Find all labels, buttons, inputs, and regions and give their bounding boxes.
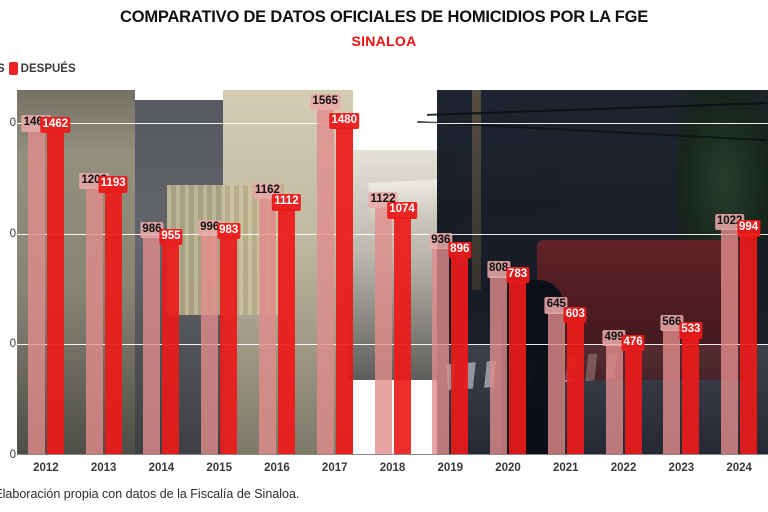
bar-value-label: 1480 — [329, 112, 360, 130]
x-axis-tick-label: 2014 — [148, 462, 175, 474]
bar-antes-2015[interactable] — [201, 234, 219, 455]
bar-value-label: 566 — [660, 314, 684, 332]
x-axis-line — [17, 454, 768, 455]
bar-value-label: 955 — [159, 228, 183, 246]
photo-utility-pole — [472, 90, 481, 290]
x-axis-tick-label: 2016 — [264, 462, 290, 474]
bar-despues-2022[interactable] — [624, 349, 642, 455]
bar-antes-2021[interactable] — [547, 312, 565, 455]
x-axis-tick-label: 2024 — [726, 462, 752, 474]
source-note: nte: Elaboración propia con datos de la … — [0, 487, 300, 501]
chart-legend: NTES DESPUÉS — [0, 62, 76, 75]
bar-value-label: 476 — [621, 334, 645, 352]
bar-value-label: 1462 — [40, 116, 71, 134]
bar-value-label: 499 — [602, 329, 626, 347]
bar-value-label: 1074 — [387, 202, 417, 219]
gridline — [17, 123, 768, 125]
bar-value-label: 645 — [544, 297, 568, 314]
gridline — [17, 344, 768, 346]
bar-value-label: 936 — [429, 232, 453, 250]
bar-value-label: 896 — [448, 241, 472, 259]
y-axis-tick-label: 0 — [9, 338, 16, 351]
bar-despues-2016[interactable] — [277, 209, 295, 455]
bar-despues-2020[interactable] — [509, 281, 527, 455]
bar-value-label: 1565 — [310, 93, 341, 111]
x-axis-tick-label: 2019 — [437, 462, 464, 474]
x-axis-tick-label: 2021 — [553, 462, 579, 474]
plot-area: 1468 1462 1208 1193 986 955 996 983 1162 1112 1565… — [17, 90, 768, 455]
x-axis-tick-label: 2023 — [668, 462, 695, 474]
bar-value-label: 996 — [198, 219, 222, 237]
legend-item-antes[interactable]: NTES — [0, 62, 5, 75]
legend-label-antes: NTES — [0, 62, 5, 75]
bar-value-label: 994 — [737, 220, 761, 237]
bar-antes-2012[interactable] — [27, 130, 45, 455]
x-axis-tick-label: 2020 — [495, 462, 521, 474]
bar-value-label: 983 — [217, 222, 241, 240]
bar-antes-2022[interactable] — [605, 344, 623, 455]
page-title: COMPARATIVO DE DATOS OFICIALES DE HOMICI… — [119, 8, 649, 26]
legend-label-despues: DESPUÉS — [20, 62, 76, 75]
x-axis-tick-label: 2013 — [90, 462, 117, 474]
x-axis-tick-label: 2015 — [206, 462, 232, 474]
bar-antes-2023[interactable] — [663, 329, 681, 455]
bar-value-label: 808 — [486, 261, 511, 278]
bar-value-label: 986 — [140, 221, 164, 239]
page-subtitle: SINALOA — [351, 33, 417, 49]
bar-despues-2015[interactable] — [220, 237, 238, 455]
legend-swatch-despues-icon — [8, 62, 18, 75]
bar-antes-2017[interactable] — [316, 108, 334, 455]
bar-despues-2021[interactable] — [566, 321, 584, 455]
gridline — [17, 233, 768, 235]
legend-item-despues[interactable]: DESPUÉS — [8, 62, 76, 75]
bar-value-label: 1193 — [98, 176, 128, 193]
bar-value-label: 533 — [679, 322, 703, 339]
bar-despues-2014[interactable] — [162, 243, 180, 455]
x-axis-tick-label: 2012 — [33, 462, 59, 474]
y-axis-tick-label: 0 — [9, 449, 16, 461]
y-axis-tick-label: 0 — [9, 117, 16, 130]
bar-despues-2012[interactable] — [46, 131, 64, 455]
bar-value-label: 1112 — [272, 194, 301, 211]
bar-antes-2024[interactable] — [721, 228, 739, 455]
bar-despues-2023[interactable] — [682, 337, 700, 455]
bar-antes-2019[interactable] — [432, 247, 450, 455]
bar-value-label: 1022 — [714, 213, 745, 231]
x-axis-tick-label: 2022 — [610, 462, 637, 474]
y-axis-tick-label: 0 — [9, 227, 16, 240]
bar-despues-2019[interactable] — [451, 256, 469, 455]
bar-antes-2018[interactable] — [374, 206, 392, 455]
bar-despues-2017[interactable] — [335, 127, 353, 455]
x-axis-tick-label: 2017 — [321, 462, 348, 474]
bar-antes-2014[interactable] — [143, 236, 161, 455]
bar-despues-2018[interactable] — [393, 217, 411, 455]
bar-despues-2013[interactable] — [104, 191, 122, 455]
bar-despues-2024[interactable] — [740, 235, 758, 455]
y-axis: 0 0 0 0 — [10, 90, 768, 461]
x-axis-tick-label: 2018 — [379, 462, 406, 474]
bar-antes-2013[interactable] — [85, 187, 103, 455]
bar-antes-2020[interactable] — [490, 276, 508, 455]
bar-value-label: 783 — [505, 266, 530, 284]
bar-antes-2016[interactable] — [258, 197, 276, 455]
bar-value-label: 603 — [563, 306, 587, 324]
